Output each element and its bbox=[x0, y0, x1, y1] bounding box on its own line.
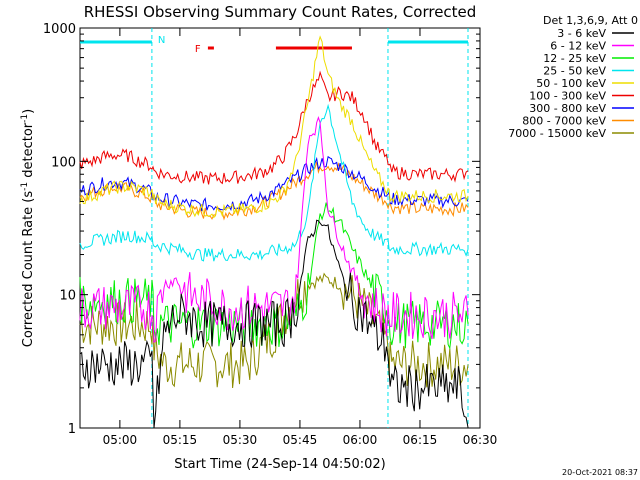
y-axis-label-mid: detector bbox=[21, 122, 36, 182]
legend-label: 3 - 6 keV bbox=[557, 27, 606, 40]
series-line-4 bbox=[79, 35, 469, 219]
y-axis-label-exp2: -1 bbox=[20, 114, 30, 123]
series-line-0 bbox=[79, 219, 469, 429]
series-line-2 bbox=[79, 202, 469, 351]
plot-frame bbox=[79, 27, 481, 429]
series-line-5 bbox=[79, 70, 469, 185]
y-tick-label: 10 bbox=[59, 289, 76, 304]
series-lines bbox=[79, 35, 469, 429]
x-tick-label: 05:30 bbox=[223, 433, 258, 447]
x-tick-label: 06:30 bbox=[463, 433, 498, 447]
y-tick-label: 1 bbox=[68, 422, 76, 437]
plot-area: NF 05:00 05:15 05:30 05:45 06:00 06:15 06:30 1… bbox=[43, 22, 497, 447]
x-axis-ticks: 05:00 05:15 05:30 05:45 06:00 06:15 06:30 bbox=[103, 28, 498, 447]
y-axis-ticks: 1 10 100 1000 bbox=[43, 22, 480, 437]
series-line-7 bbox=[79, 161, 469, 221]
legend-title: Det 1,3,6,9, Att 0 bbox=[543, 14, 638, 27]
series-line-1 bbox=[79, 116, 469, 343]
x-axis-label: Start Time (24-Sep-14 04:50:02) bbox=[174, 457, 385, 472]
flag-bars: NF bbox=[80, 35, 468, 55]
legend-label: 300 - 800 keV bbox=[529, 102, 606, 115]
legend-label: 800 - 7000 keV bbox=[522, 115, 606, 128]
series-line-8 bbox=[79, 272, 469, 389]
series-line-6 bbox=[79, 155, 469, 212]
y-tick-label: 100 bbox=[51, 155, 76, 170]
x-tick-label: 06:15 bbox=[403, 433, 438, 447]
y-tick-label: 1000 bbox=[43, 22, 76, 37]
legend-label: 100 - 300 keV bbox=[529, 90, 606, 103]
legend-label: 25 - 50 keV bbox=[543, 65, 606, 78]
y-axis-label: Corrected Count Rate (s-1 detector-1) bbox=[20, 109, 36, 347]
flag-label: F bbox=[195, 44, 201, 55]
legend-label: 50 - 100 keV bbox=[536, 77, 606, 90]
x-tick-label: 05:45 bbox=[283, 433, 318, 447]
y-axis-label-exp1: -1 bbox=[20, 182, 30, 191]
x-tick-label: 05:15 bbox=[163, 433, 198, 447]
series-line-3 bbox=[79, 103, 469, 262]
y-axis-label-post: ) bbox=[21, 109, 36, 114]
night-boundaries bbox=[151, 28, 469, 428]
legend-label: 7000 - 15000 keV bbox=[508, 127, 606, 140]
y-axis-label-pre: Corrected Count Rate (s bbox=[21, 191, 36, 348]
flag-label: N bbox=[158, 35, 165, 46]
x-tick-label: 06:00 bbox=[343, 433, 378, 447]
chart-title: RHESSI Observing Summary Count Rates, Co… bbox=[84, 3, 477, 21]
legend-label: 12 - 25 keV bbox=[543, 52, 606, 65]
x-tick-label: 05:00 bbox=[103, 433, 138, 447]
timestamp: 20-Oct-2021 08:37 bbox=[562, 468, 638, 477]
legend-label: 6 - 12 keV bbox=[550, 40, 606, 53]
